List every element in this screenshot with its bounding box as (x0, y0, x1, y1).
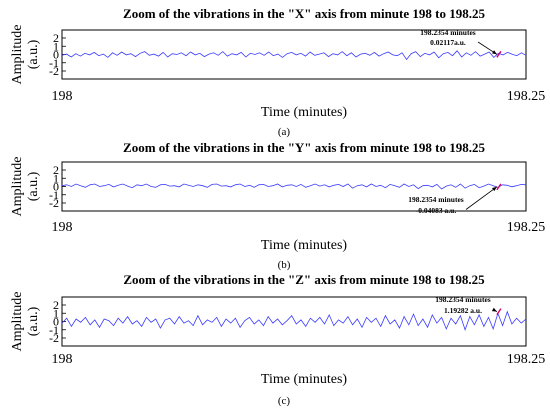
y-tick-label: -1 (49, 323, 59, 337)
y-axis-label: Amplitude (10, 157, 25, 217)
y-axis-unit: (a.u.) (26, 306, 41, 336)
y-tick-label: 2 (53, 163, 59, 177)
chart-title: Zoom of the vibrations in the "Z" axis f… (123, 272, 485, 287)
annotation-time: 198.2354 minutes (435, 295, 491, 304)
y-axis-label: Amplitude (10, 292, 25, 352)
x-tick-label: 198.25 (507, 89, 546, 104)
annotation-arrow (465, 186, 498, 210)
y-tick-label: -1 (49, 56, 59, 70)
series-line (61, 50, 527, 61)
x-tick-label: 198.25 (507, 220, 546, 235)
annotation-time: 198.2354 minutes (408, 195, 464, 204)
highlight-marker (496, 50, 502, 58)
y-axis-label: Amplitude (10, 25, 25, 85)
panel-label: (a) (278, 126, 291, 138)
y-tick-label: -2 (49, 64, 59, 78)
y-tick-label: 2 (53, 31, 59, 45)
series-line (61, 183, 527, 190)
y-tick-label: 2 (53, 298, 59, 312)
x-axis-label: Time (minutes) (261, 372, 348, 387)
series-line (61, 310, 527, 332)
y-tick-label: 0 (53, 315, 59, 329)
annotation-time: 198.2354 minutes (420, 28, 476, 37)
x-tick-label: 198 (52, 220, 73, 235)
annotation-arrowhead (492, 186, 497, 192)
y-tick-label: 0 (53, 48, 59, 62)
x-axis-label: Time (minutes) (261, 238, 348, 253)
y-axis-unit: (a.u.) (26, 39, 41, 69)
y-tick-label: -1 (49, 188, 59, 202)
highlight-marker (496, 183, 502, 191)
y-tick-label: 1 (53, 39, 59, 53)
annotation-arrowhead (491, 307, 497, 312)
annotation-value: -0.04083 a.u. (416, 206, 457, 215)
x-axis-label: Time (minutes) (261, 105, 348, 120)
annotation-value: 0.02117a.u. (430, 38, 466, 47)
y-tick-label: 1 (53, 306, 59, 320)
y-tick-label: -2 (49, 196, 59, 210)
plot-area (61, 296, 527, 347)
x-tick-label: 198 (52, 352, 73, 367)
y-tick-label: 1 (53, 171, 59, 185)
panel-label: (b) (278, 259, 291, 271)
chart-title: Zoom of the vibrations in the "Y" axis f… (123, 140, 485, 155)
highlight-marker (496, 308, 502, 316)
x-tick-label: 198 (52, 89, 73, 104)
panel-label: (c) (278, 395, 291, 407)
chart-title: Zoom of the vibrations in the "X" axis f… (123, 6, 485, 21)
annotation-arrowhead (492, 50, 497, 55)
y-tick-label: -2 (49, 331, 59, 345)
y-tick-label: 0 (53, 180, 59, 194)
annotation-value: 1.19282 a.u. (444, 306, 482, 315)
y-axis-unit: (a.u.) (26, 171, 41, 201)
x-tick-label: 198.25 (507, 352, 546, 367)
